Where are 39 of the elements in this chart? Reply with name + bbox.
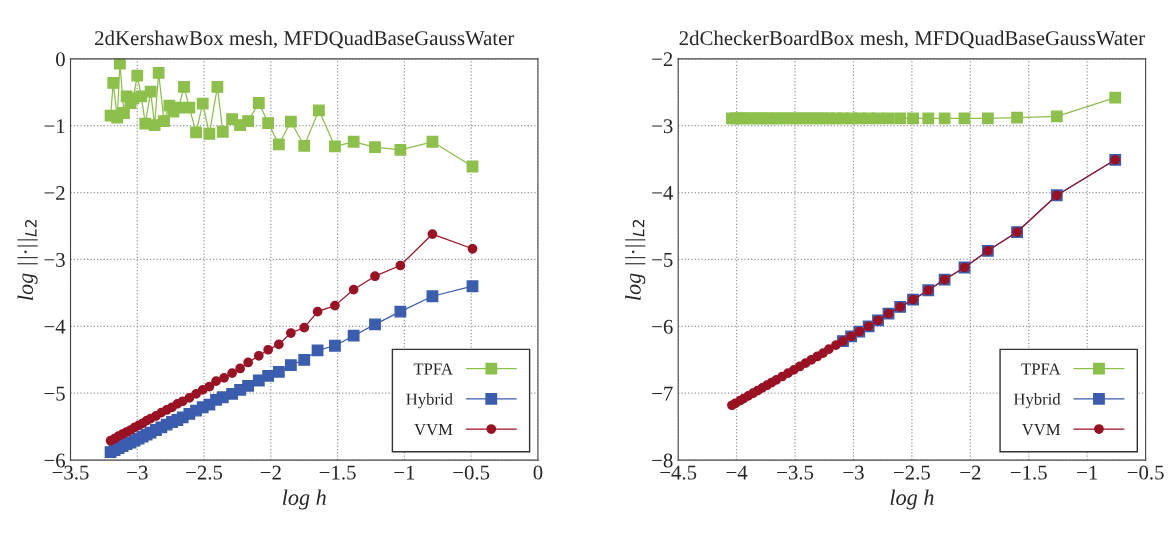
x-axis-title: log h	[890, 489, 934, 510]
legend-label: Hybrid	[1013, 393, 1061, 409]
legend-label: TPFA	[413, 363, 453, 375]
x-tick-label: −1	[394, 465, 415, 480]
legend-label: VVM	[414, 423, 453, 436]
x-tick-label: −2.5	[186, 465, 223, 480]
y-tick-label: −2	[44, 186, 65, 200]
x-axis-title: log h	[282, 489, 326, 510]
legend-label: TPFA	[1021, 363, 1061, 375]
x-tick-label: −0.5	[453, 465, 490, 480]
x-tick-label: −3	[127, 465, 148, 480]
x-tick-label: −2	[260, 465, 281, 480]
x-tick-label: −0.5	[1127, 465, 1164, 480]
x-tick-label: −1	[1077, 465, 1098, 480]
y-tick-label: −5	[44, 386, 65, 401]
y-axis-title: log ||·||$_{L2}$	[625, 219, 646, 300]
chart-title: 2dKershawBox mesh, MFDQuadBaseGaussWater	[95, 30, 515, 49]
y-tick-label: −1	[44, 119, 65, 133]
y-tick-label: −3	[44, 252, 65, 267]
y-tick-label: −7	[652, 386, 673, 401]
y-tick-label: −2	[652, 52, 673, 67]
chart-title: 2dCheckerBoardBox mesh, MFDQuadBaseGaussWater	[679, 30, 1145, 49]
y-tick-label: −3	[652, 119, 673, 134]
y-tick-label: −5	[652, 253, 673, 267]
x-tick-label: −4	[726, 465, 748, 480]
legend-label: VVM	[1021, 423, 1061, 436]
y-tick-label: −4	[44, 319, 66, 334]
x-tick-label: −3	[843, 465, 864, 480]
x-tick-label: 0	[533, 465, 543, 480]
x-tick-label: −1.5	[1010, 465, 1047, 480]
x-tick-label: −1.5	[319, 465, 356, 480]
y-tick-label: −6	[652, 319, 673, 334]
x-tick-label: −2.5	[894, 465, 930, 480]
y-tick-label: −4	[652, 186, 673, 200]
x-tick-label: −2	[960, 465, 981, 480]
legend-label: Hybrid	[406, 393, 453, 409]
x-tick-label: −3.5	[777, 465, 814, 480]
y-tick-label: 0	[56, 52, 65, 67]
y-axis-title: log ||·||$_{L2}$	[17, 219, 38, 300]
